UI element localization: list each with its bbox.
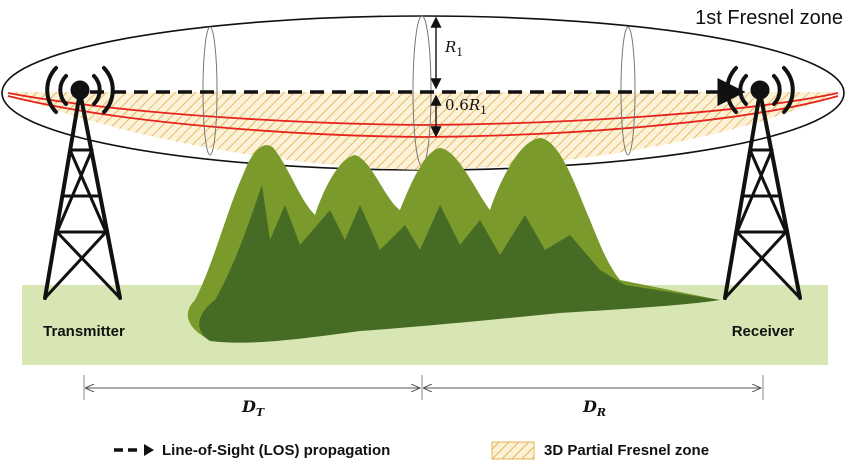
clearance-label: 0.6R1	[445, 96, 487, 117]
fresnel-red-line-lower	[7, 95, 839, 138]
legend-fresnel-label: 3D Partial Fresnel zone	[544, 442, 709, 459]
fresnel-red-line-upper	[7, 92, 839, 126]
legend-arrow-icon	[144, 444, 154, 456]
transmitter-label: Transmitter	[43, 323, 125, 340]
distance-r-label: DR	[582, 397, 606, 419]
fresnel-lower-curve	[8, 92, 838, 170]
mountains	[187, 138, 720, 343]
transmitter-tower	[43, 66, 122, 300]
receiver-tower	[723, 66, 802, 300]
diagram-title: 1st Fresnel zone	[695, 7, 843, 29]
distance-t-label: DT	[241, 397, 265, 419]
legend-fresnel-swatch	[491, 441, 535, 460]
receiver-label: Receiver	[732, 323, 795, 340]
legend-los-label: Line-of-Sight (LOS) propagation	[162, 442, 390, 459]
legend: Line-of-Sight (LOS) propagation 3D Parti…	[114, 441, 709, 460]
radius-label: R1	[444, 38, 463, 59]
